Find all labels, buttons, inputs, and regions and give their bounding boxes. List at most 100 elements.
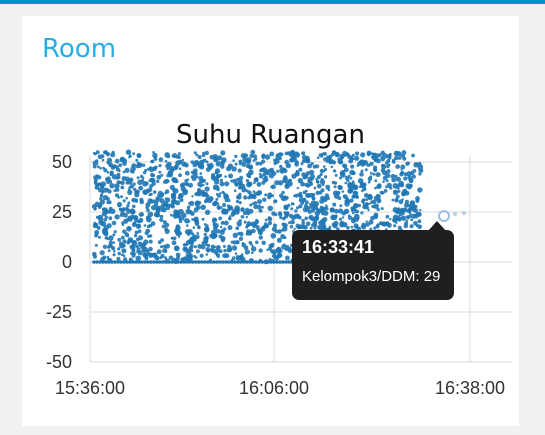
data-point [328, 160, 333, 165]
data-point [155, 260, 159, 264]
data-point [120, 185, 125, 190]
data-point [113, 260, 117, 264]
data-point [222, 191, 226, 195]
data-point [384, 161, 389, 165]
data-point [238, 192, 242, 196]
data-point [258, 208, 263, 213]
data-point [120, 195, 124, 199]
data-point [164, 160, 168, 163]
data-point [283, 211, 287, 214]
data-point [121, 207, 126, 212]
data-point [324, 206, 329, 211]
data-point [339, 176, 342, 180]
data-point [289, 151, 295, 158]
data-point [309, 181, 313, 184]
data-point [324, 175, 328, 179]
data-point [251, 202, 255, 205]
data-point [219, 206, 223, 210]
data-point [176, 260, 180, 264]
data-point [365, 222, 370, 227]
data-point [135, 255, 142, 262]
data-point [295, 171, 300, 176]
data-point [112, 241, 116, 244]
data-point [413, 208, 419, 214]
data-point [264, 218, 268, 222]
data-point [241, 207, 245, 211]
data-point [165, 163, 171, 169]
data-point [325, 204, 328, 208]
data-point [108, 235, 114, 241]
data-point [107, 249, 111, 253]
data-point [193, 216, 199, 223]
data-point [92, 260, 96, 264]
data-point [215, 260, 219, 264]
data-point [417, 187, 423, 193]
data-point [211, 217, 218, 223]
data-point [122, 212, 128, 218]
x-tick-label: 16:06:00 [239, 378, 309, 398]
data-point [258, 235, 263, 240]
data-point [260, 167, 265, 172]
data-point [195, 161, 200, 166]
data-point [136, 219, 140, 223]
data-point [91, 204, 97, 209]
data-point [145, 202, 151, 208]
data-point [238, 201, 242, 205]
data-point [366, 163, 371, 167]
data-point [125, 180, 130, 185]
data-point [319, 168, 325, 174]
data-point [312, 204, 319, 211]
data-point [348, 181, 352, 185]
data-point [419, 209, 422, 212]
data-point [93, 152, 97, 156]
data-point [204, 186, 210, 192]
data-point [194, 260, 198, 264]
data-point [271, 194, 274, 198]
data-point [166, 154, 170, 159]
data-point [179, 260, 183, 264]
data-point [330, 152, 335, 157]
data-point [219, 181, 225, 187]
data-point [254, 260, 258, 264]
data-point [112, 233, 116, 237]
data-point [263, 179, 267, 183]
data-point [111, 150, 115, 154]
data-point [236, 260, 240, 264]
data-point [103, 168, 108, 173]
data-point [315, 190, 320, 195]
data-point [151, 205, 157, 211]
data-point [288, 213, 294, 219]
data-point [282, 176, 288, 182]
data-point [224, 181, 230, 187]
data-point [212, 260, 216, 264]
data-point [355, 151, 360, 156]
data-point [329, 207, 335, 213]
data-point [109, 170, 114, 175]
data-point [184, 257, 189, 261]
data-point [185, 243, 189, 247]
data-point [248, 169, 254, 176]
data-point [175, 252, 181, 258]
data-point [141, 163, 146, 167]
data-point [223, 194, 230, 201]
data-point [137, 260, 141, 264]
data-point [177, 214, 182, 219]
data-point [379, 222, 383, 225]
data-point [402, 212, 405, 215]
data-point [129, 177, 134, 182]
data-point [116, 260, 120, 264]
data-point [164, 256, 167, 259]
data-point [92, 164, 97, 169]
data-point [122, 260, 126, 264]
data-point [173, 260, 177, 264]
data-point [177, 231, 182, 236]
data-point [386, 169, 391, 174]
data-point [365, 202, 369, 207]
data-point [201, 183, 205, 187]
data-point [191, 232, 195, 236]
data-point [181, 158, 185, 162]
data-point [290, 219, 295, 225]
data-point [369, 227, 373, 231]
data-point [298, 191, 303, 196]
data-point [363, 193, 369, 198]
